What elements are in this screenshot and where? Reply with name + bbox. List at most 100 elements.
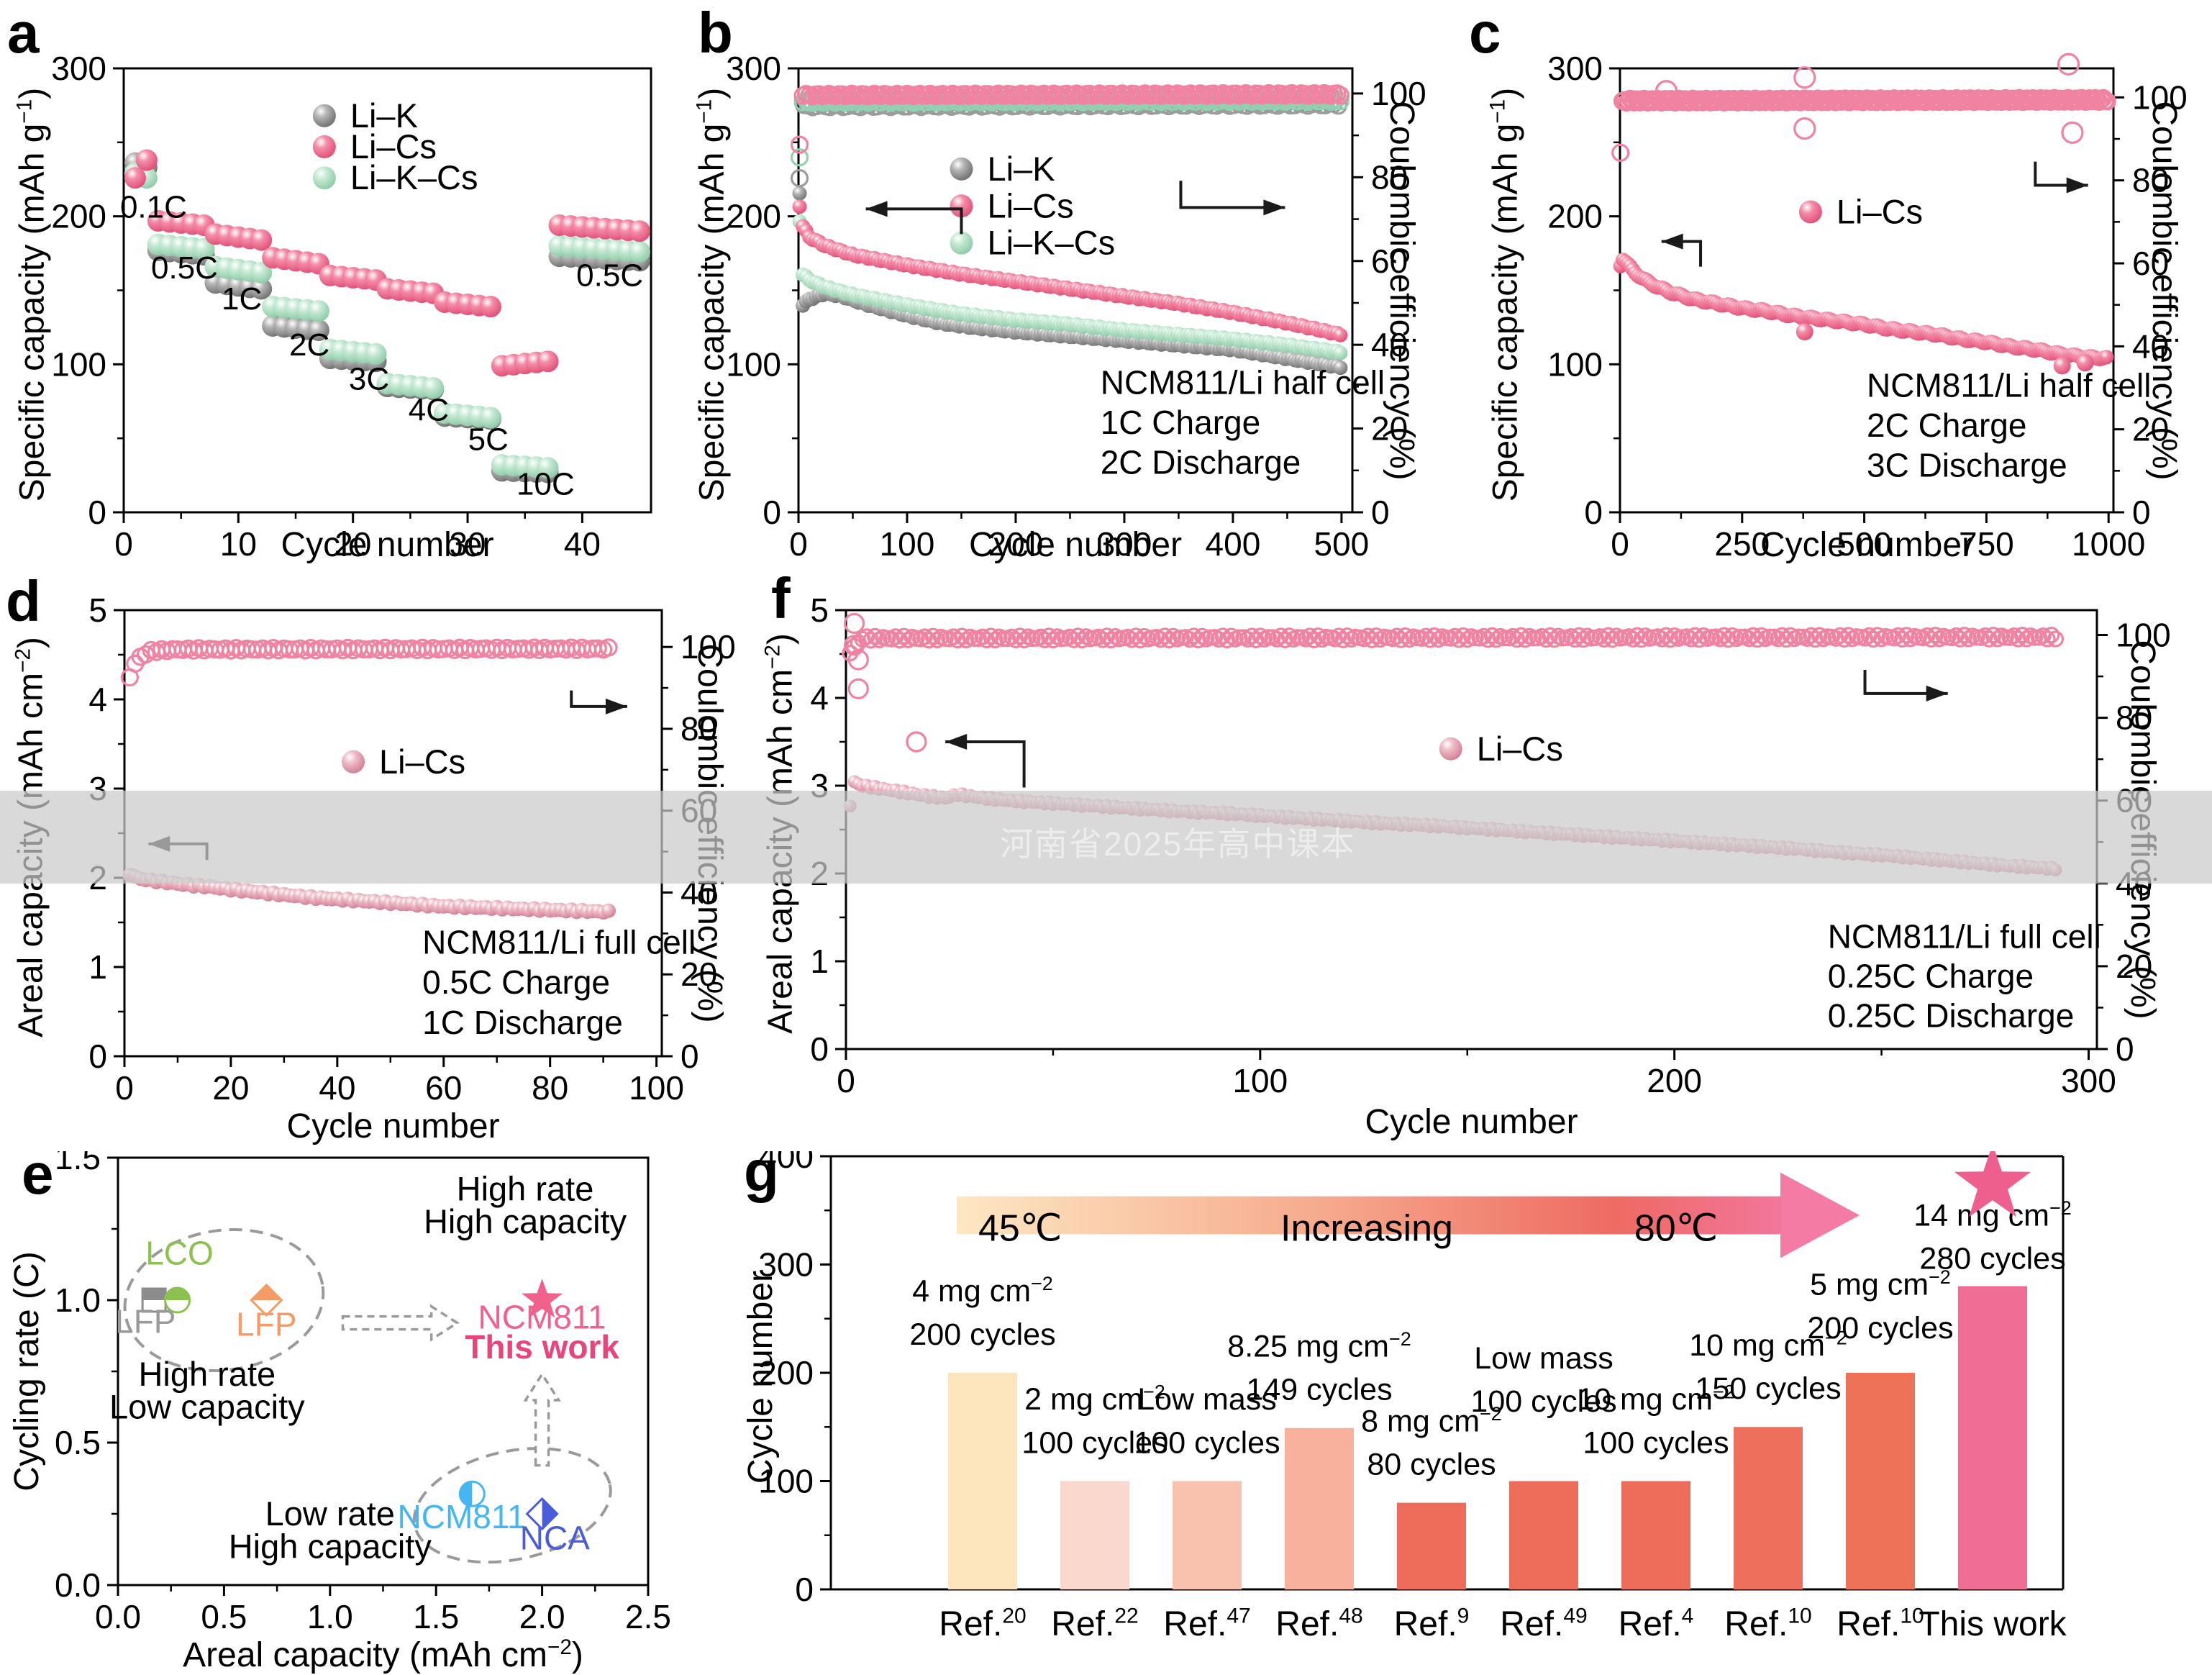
svg-text:200: 200 bbox=[51, 198, 106, 235]
material-point bbox=[458, 1480, 486, 1507]
svg-text:100: 100 bbox=[51, 345, 106, 383]
svg-text:200 cycles: 200 cycles bbox=[1807, 1311, 1953, 1345]
svg-text:100: 100 bbox=[880, 525, 935, 563]
material-point bbox=[141, 1287, 167, 1313]
svg-text:Low mass: Low mass bbox=[1137, 1382, 1277, 1417]
axis-arrow bbox=[865, 201, 963, 235]
svg-text:Ref.22: Ref.22 bbox=[1051, 1604, 1138, 1643]
panel-e-ylabel: Cycling rate (C) bbox=[8, 1251, 46, 1492]
material-point bbox=[522, 1279, 563, 1318]
legend: Li–Cs bbox=[342, 743, 465, 781]
svg-text:0: 0 bbox=[681, 1038, 699, 1075]
bar-5: 8 mg cm−2 80 cycles Ref.9 bbox=[1361, 1403, 1502, 1643]
panel-d-xlabel: Cycle number bbox=[286, 1107, 500, 1145]
svg-text:0: 0 bbox=[2116, 1030, 2134, 1068]
series-Li–Cs bbox=[124, 149, 651, 377]
svg-text:3C Discharge: 3C Discharge bbox=[1867, 447, 2067, 484]
svg-text:8 mg cm−2: 8 mg cm−2 bbox=[1361, 1403, 1502, 1438]
svg-text:NCM811/Li full cell: NCM811/Li full cell bbox=[422, 923, 696, 961]
panel-b-ylabel: Specific capacity (mAh g−1) bbox=[692, 87, 732, 502]
svg-text:80℃: 80℃ bbox=[1634, 1208, 1718, 1250]
svg-text:60: 60 bbox=[425, 1069, 462, 1107]
svg-text:1.5: 1.5 bbox=[413, 1598, 459, 1635]
svg-text:Increasing: Increasing bbox=[1280, 1208, 1453, 1250]
svg-text:This work: This work bbox=[1919, 1605, 2067, 1643]
svg-text:This work: This work bbox=[465, 1328, 619, 1366]
material-point bbox=[164, 1286, 191, 1314]
svg-text:200: 200 bbox=[1547, 198, 1603, 235]
svg-text:20: 20 bbox=[2116, 948, 2152, 985]
axes: 0 10 20 30 40 0 100 200 300 bbox=[51, 50, 652, 563]
svg-text:2C Discharge: 2C Discharge bbox=[1101, 444, 1301, 481]
svg-text:0: 0 bbox=[1584, 494, 1603, 531]
svg-text:20: 20 bbox=[212, 1069, 249, 1107]
svg-text:Li–Cs: Li–Cs bbox=[987, 186, 1073, 224]
svg-text:1C Discharge: 1C Discharge bbox=[422, 1004, 623, 1041]
svg-text:500: 500 bbox=[1314, 525, 1370, 563]
svg-text:10: 10 bbox=[220, 525, 257, 563]
svg-text:1.5: 1.5 bbox=[55, 1151, 101, 1176]
series-Li–K–Cs bbox=[124, 163, 651, 479]
svg-text:NCM811/Li half cell: NCM811/Li half cell bbox=[1867, 367, 2151, 404]
svg-text:4 mg cm−2: 4 mg cm−2 bbox=[912, 1273, 1053, 1308]
legend: Li–Cs bbox=[1439, 730, 1563, 768]
svg-text:10 mg cm−2: 10 mg cm−2 bbox=[1577, 1381, 1735, 1417]
svg-text:0: 0 bbox=[115, 1069, 134, 1107]
svg-text:20: 20 bbox=[1371, 410, 1408, 448]
series-Li–Cs CE bbox=[842, 626, 2065, 662]
svg-text:20: 20 bbox=[2132, 411, 2169, 448]
material-point bbox=[250, 1283, 283, 1317]
svg-text:100: 100 bbox=[629, 1069, 684, 1107]
svg-text:280 cycles: 280 cycles bbox=[1919, 1242, 2065, 1276]
svg-text:Li–K–Cs: Li–K–Cs bbox=[350, 158, 478, 196]
svg-text:High capacity: High capacity bbox=[229, 1527, 432, 1565]
svg-text:80: 80 bbox=[532, 1069, 568, 1107]
panel-g: 0 100 200 300 400 45℃ Increasing 80℃ 4 mg cm−2 20… bbox=[741, 1143, 2212, 1675]
svg-text:40: 40 bbox=[319, 1069, 355, 1107]
watermark-band: 河南省2025年高中课本 bbox=[0, 791, 2212, 884]
svg-text:High rate: High rate bbox=[138, 1355, 276, 1393]
svg-text:High rate: High rate bbox=[457, 1169, 594, 1207]
svg-text:40: 40 bbox=[1371, 326, 1408, 363]
panel-c-chart: 0 250 500 750 10000100200300020406080100Li–C… bbox=[1547, 50, 2188, 563]
bar-7: 10 mg cm−2 100 cycles Ref.4 bbox=[1577, 1381, 1735, 1643]
svg-text:Ref.4: Ref.4 bbox=[1619, 1604, 1694, 1643]
svg-text:Li–Cs: Li–Cs bbox=[1836, 192, 1923, 230]
svg-text:40: 40 bbox=[564, 525, 601, 563]
temperature-arrow: 45℃ Increasing 80℃ bbox=[957, 1172, 1860, 1258]
svg-text:0: 0 bbox=[2132, 494, 2151, 531]
series-Li–K bbox=[124, 152, 651, 484]
panel-c-xlabel: Cycle number bbox=[1760, 526, 1974, 564]
svg-text:150 cycles: 150 cycles bbox=[1695, 1371, 1841, 1406]
panel-b-ylabel-right: Coulombic efficiency (%) bbox=[1383, 101, 1421, 481]
svg-text:500: 500 bbox=[1836, 525, 1892, 563]
svg-text:0.0: 0.0 bbox=[95, 1598, 141, 1635]
svg-text:45℃: 45℃ bbox=[978, 1208, 1062, 1250]
axis-arrow bbox=[1863, 669, 1948, 702]
axes: 0.0 0.5 1.0 1.5 2.0 2.5 0.0 0.5 1.0 1.5 bbox=[55, 1151, 671, 1635]
svg-text:100 cycles: 100 cycles bbox=[1470, 1384, 1616, 1419]
this-work-star bbox=[1954, 1151, 2031, 1217]
bar-4: 8.25 mg cm−2 149 cycles Ref.48 bbox=[1227, 1328, 1411, 1643]
svg-text:NCA: NCA bbox=[520, 1520, 590, 1557]
svg-text:300: 300 bbox=[758, 1246, 814, 1284]
svg-text:5C: 5C bbox=[468, 422, 509, 458]
panel-e: 0.0 0.5 1.0 1.5 2.0 2.5 0.0 0.5 1.0 1.5 LCO LFP LFP N… bbox=[0, 1145, 741, 1675]
svg-text:300: 300 bbox=[1097, 525, 1152, 563]
svg-text:Low rate: Low rate bbox=[265, 1494, 395, 1533]
series-Li–Cs bbox=[792, 199, 1348, 342]
panel-a-chart: 0 10 20 30 400100200300Li–KLi–CsLi–K–Cs0.1C0… bbox=[51, 50, 652, 563]
svg-text:0.25C Charge: 0.25C Charge bbox=[1828, 958, 2034, 995]
svg-text:Ref.48: Ref.48 bbox=[1275, 1604, 1362, 1643]
svg-text:200: 200 bbox=[758, 1354, 814, 1392]
svg-text:400: 400 bbox=[758, 1151, 814, 1175]
svg-text:Ref.9: Ref.9 bbox=[1394, 1604, 1470, 1643]
panel-c-letter: c bbox=[1469, 1, 1501, 65]
svg-text:60: 60 bbox=[1371, 242, 1408, 280]
panel-b-xlabel: Cycle number bbox=[968, 526, 1183, 564]
svg-text:8.25 mg cm−2: 8.25 mg cm−2 bbox=[1227, 1328, 1411, 1363]
svg-text:300: 300 bbox=[1547, 50, 1603, 87]
svg-text:20: 20 bbox=[681, 955, 717, 993]
